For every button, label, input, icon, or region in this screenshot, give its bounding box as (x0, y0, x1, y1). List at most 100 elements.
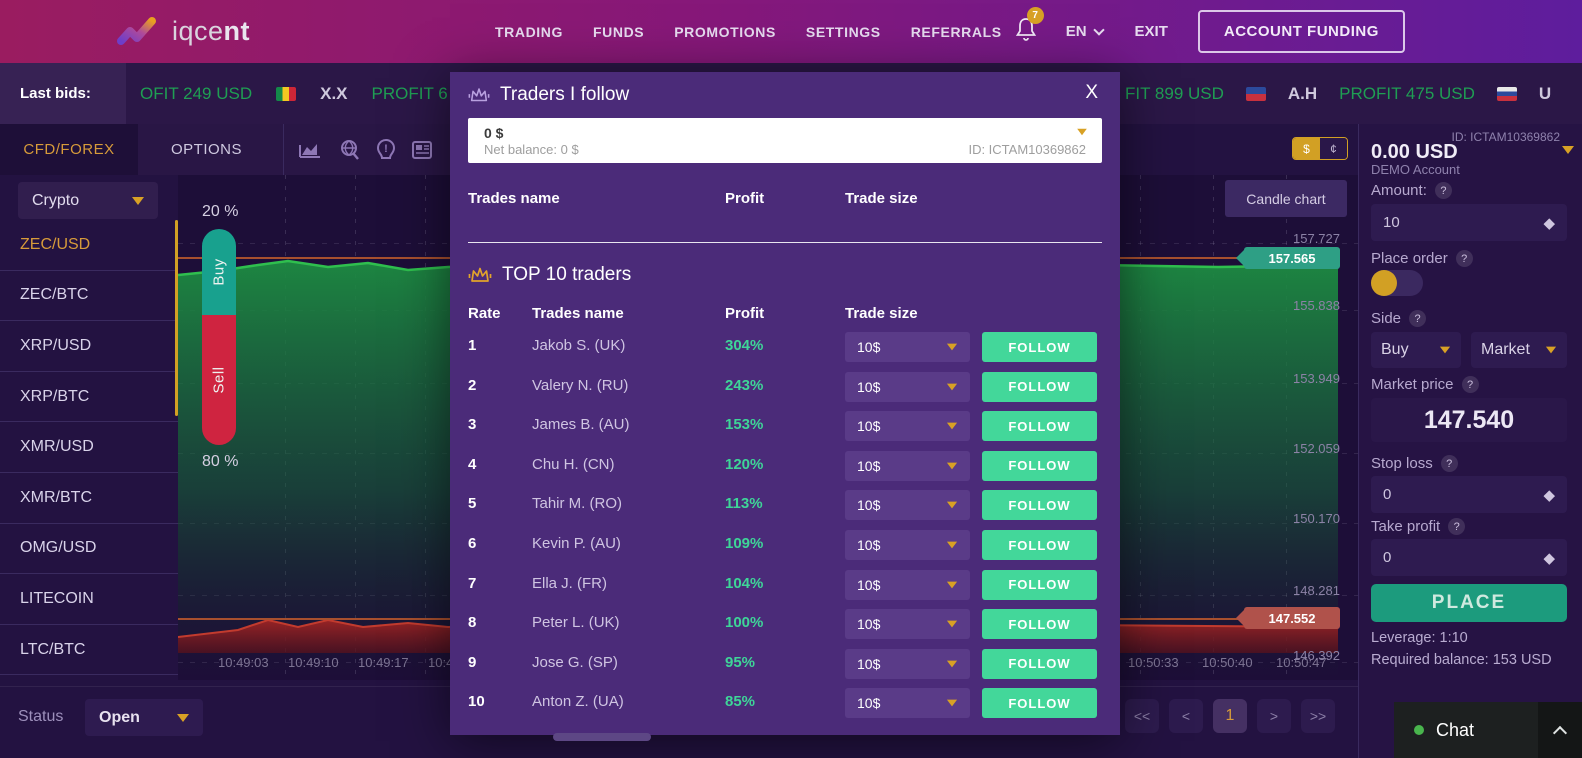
col-header-trade-size: Trade size (845, 190, 918, 207)
pair-xmr-usd[interactable]: XMR/USD (0, 422, 178, 473)
follow-button[interactable]: FOLLOW (982, 490, 1097, 521)
trader-name: Ella J. (FR) (532, 574, 607, 592)
trade-size-select[interactable]: 10$ (845, 332, 970, 362)
trader-row: 4 Chu H. (CN) 120% 10$ FOLLOW (450, 450, 1120, 481)
chevron-down-icon[interactable] (1562, 146, 1574, 154)
trader-row: 5 Tahir M. (RO) 113% 10$ FOLLOW (450, 490, 1120, 521)
follow-button[interactable]: FOLLOW (982, 411, 1097, 442)
trader-rate: 3 (468, 416, 477, 434)
diamond-icon: ◆ (1543, 549, 1555, 567)
place-button[interactable]: PLACE (1371, 584, 1567, 622)
chat-dot-icon (1414, 725, 1424, 735)
area-chart-icon[interactable] (298, 139, 322, 161)
follow-button[interactable]: FOLLOW (982, 569, 1097, 600)
cent-option[interactable]: ¢ (1320, 138, 1347, 159)
question-icon[interactable]: ? (1440, 455, 1458, 472)
price-tick: 155.838 (1293, 298, 1340, 313)
first-page-button[interactable]: << (1125, 699, 1159, 733)
tab-cfd-forex[interactable]: CFD/FOREX (0, 124, 138, 175)
next-page-button[interactable]: > (1257, 699, 1291, 733)
trader-name: Tahir M. (RO) (532, 495, 622, 513)
pair-xrp-btc[interactable]: XRP/BTC (0, 372, 178, 423)
nav-item-promotions[interactable]: PROMOTIONS (674, 23, 776, 40)
candle-chart-button[interactable]: Candle chart (1225, 180, 1347, 217)
pair-xmr-btc[interactable]: XMR/BTC (0, 473, 178, 524)
account-balance[interactable]: 0.00 USD (1371, 141, 1458, 163)
trade-size-select[interactable]: 10$ (845, 411, 970, 442)
top-nav: iqcent TRADING FUNDS PROMOTIONS SETTINGS… (0, 0, 1582, 63)
follow-button[interactable]: FOLLOW (982, 530, 1097, 560)
side-select[interactable]: Buy (1371, 332, 1461, 368)
chat-widget[interactable]: Chat (1394, 702, 1582, 758)
follow-button[interactable]: FOLLOW (982, 450, 1097, 481)
market-price-value: 147.540 (1371, 398, 1567, 442)
trade-size-select[interactable]: 10$ (845, 371, 970, 402)
language-selector[interactable]: EN (1066, 23, 1105, 40)
pair-litecoin[interactable]: LITECOIN (0, 574, 178, 625)
pair-ltc-btc[interactable]: LTC/BTC (0, 625, 178, 676)
chat-expand-button[interactable] (1538, 702, 1582, 758)
follow-button[interactable]: FOLLOW (982, 609, 1097, 640)
follow-button[interactable]: FOLLOW (982, 371, 1097, 402)
pair-zec-usd[interactable]: ZEC/USD (0, 220, 178, 271)
globe-search-icon[interactable] (337, 138, 361, 162)
order-type-select[interactable]: Market (1471, 332, 1567, 368)
chevron-down-icon (132, 196, 144, 205)
trade-size-select[interactable]: 10$ (845, 530, 970, 560)
ticker-items-right: FIT 899 USD A.H PROFIT 475 USD U (1125, 63, 1551, 124)
nav-item-settings[interactable]: SETTINGS (805, 23, 881, 40)
exit-button[interactable]: EXIT (1134, 23, 1168, 40)
question-icon[interactable]: ? (1434, 182, 1452, 199)
trade-size-select[interactable]: 10$ (845, 490, 970, 521)
question-icon[interactable]: ? (1461, 376, 1479, 393)
market-price-label: Market price? (1371, 376, 1479, 393)
pairs-list: ZEC/USD ZEC/BTC XRP/USD XRP/BTC XMR/USD … (0, 220, 178, 676)
follow-button[interactable]: FOLLOW (982, 332, 1097, 362)
page-1-button[interactable]: 1 (1213, 699, 1247, 733)
trade-size-select[interactable]: 10$ (845, 450, 970, 481)
follow-button[interactable]: FOLLOW (982, 688, 1097, 719)
prev-page-button[interactable]: < (1169, 699, 1203, 733)
take-profit-input[interactable]: 0 ◆ (1371, 539, 1567, 576)
question-icon[interactable]: ? (1455, 250, 1473, 267)
nav-item-trading[interactable]: TRADING (495, 23, 563, 40)
stop-loss-input[interactable]: 0 ◆ (1371, 476, 1567, 513)
logo[interactable]: iqcent (116, 15, 250, 49)
trade-size-select[interactable]: 10$ (845, 569, 970, 600)
nav-item-funds[interactable]: FUNDS (593, 23, 645, 40)
pair-zec-btc[interactable]: ZEC/BTC (0, 271, 178, 322)
pairs-scrollbar[interactable] (175, 220, 178, 416)
question-icon[interactable]: ? (1409, 310, 1427, 327)
pair-xrp-usd[interactable]: XRP/USD (0, 321, 178, 372)
last-page-button[interactable]: >> (1301, 699, 1335, 733)
ticker-items-left: OFIT 249 USD X.X PROFIT 6 (140, 84, 448, 104)
price-tick: 146.392 (1293, 648, 1340, 663)
close-icon[interactable]: X (1085, 82, 1098, 103)
follow-button[interactable]: FOLLOW (982, 648, 1097, 679)
modal-scroll-indicator[interactable] (553, 733, 651, 741)
pair-omg-usd[interactable]: OMG/USD (0, 524, 178, 575)
mali-flag (276, 86, 297, 101)
time-tick: 10:49:17 (358, 655, 409, 670)
trader-row: 2 Valery N. (RU) 243% 10$ FOLLOW (450, 371, 1120, 402)
asset-category-dropdown[interactable]: Crypto (18, 182, 158, 219)
trade-size-select[interactable]: 10$ (845, 609, 970, 640)
follow-balance-card[interactable]: 0 $ Net balance: 0 $ ID: ICTAM10369862 (468, 118, 1102, 163)
dollar-option[interactable]: $ (1293, 138, 1320, 159)
amount-input[interactable]: 10 ◆ (1371, 204, 1567, 241)
trader-profit: 113% (725, 495, 763, 513)
currency-toggle[interactable]: $ ¢ (1292, 137, 1348, 160)
news-icon[interactable] (411, 139, 435, 161)
place-order-toggle[interactable] (1371, 270, 1423, 296)
tab-options[interactable]: OPTIONS (170, 141, 242, 158)
status-dropdown[interactable]: Open (85, 699, 203, 736)
trade-size-select[interactable]: 10$ (845, 688, 970, 719)
notifications-bell[interactable]: 7 (1014, 7, 1044, 47)
question-icon[interactable]: ? (1448, 518, 1466, 535)
chevron-down-icon[interactable] (1077, 128, 1087, 136)
trade-size-select[interactable]: 10$ (845, 648, 970, 679)
required-balance-info: Required balance: 153 USD (1371, 652, 1552, 668)
idea-pin-icon[interactable]: ! (376, 138, 396, 162)
nav-item-referrals[interactable]: REFERRALS (910, 23, 1002, 40)
account-funding-button[interactable]: ACCOUNT FUNDING (1197, 10, 1405, 53)
